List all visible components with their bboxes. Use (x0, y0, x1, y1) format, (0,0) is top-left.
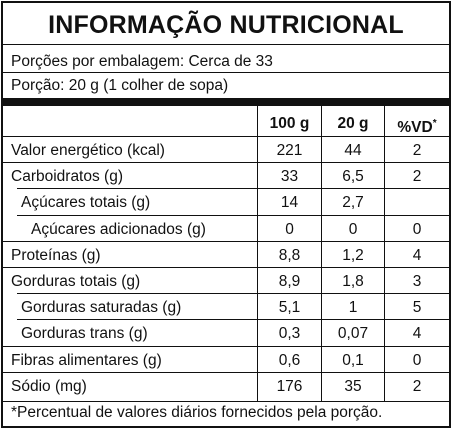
nutrient-name: Açúcares totais (g) (21, 194, 151, 211)
value-100g: 5,1 (278, 299, 301, 316)
value-100g: 0,6 (278, 352, 301, 369)
nutrient-name: Gorduras totais (g) (11, 273, 141, 290)
serving-size: Porção: 20 g (1 colher de sopa) (11, 77, 229, 94)
value-20g: 6,5 (342, 168, 364, 185)
table-row: Gorduras totais (g) 8,9 1,8 3 (3, 268, 449, 294)
value-vd: 4 (412, 325, 422, 342)
header-vd: %VD* (385, 110, 449, 136)
value-vd: 3 (412, 273, 422, 290)
table-row: Gorduras saturadas (g) 5,1 1 5 (3, 294, 449, 320)
value-vd: 0 (412, 352, 422, 369)
footer-divider (3, 401, 449, 402)
value-100g: 33 (280, 168, 299, 185)
header-20g: 20 g (337, 115, 369, 132)
label-title: INFORMAÇÃO NUTRICIONAL (48, 11, 404, 39)
value-20g: 1,2 (342, 247, 364, 264)
value-vd: 5 (412, 299, 422, 316)
table-row: Fibras alimentares (g) 0,6 0,1 0 (3, 347, 449, 373)
title-divider (3, 44, 449, 45)
row-divider (3, 372, 449, 373)
value-20g: 0,1 (342, 352, 364, 369)
table-row: Gorduras trans (g) 0,3 0,07 4 (3, 320, 449, 346)
row-divider (17, 319, 449, 320)
row-divider (3, 346, 449, 347)
value-20g: 0,07 (337, 325, 369, 342)
column-divider-20g (321, 106, 322, 401)
nutrition-facts-label: INFORMAÇÃO NUTRICIONAL Porções por embal… (1, 1, 451, 428)
footnote: *Percentual de valores diários fornecido… (11, 404, 383, 421)
header-vd-text: %VD (397, 119, 433, 136)
row-divider (17, 215, 449, 216)
value-100g: 176 (276, 378, 303, 395)
value-vd (385, 189, 449, 215)
nutrient-name: Valor energético (kcal) (11, 142, 165, 159)
value-20g: 1 (348, 299, 358, 316)
value-100g: 221 (276, 142, 303, 159)
table-row: Sódio (mg) 176 35 2 (3, 373, 449, 399)
nutrient-name: Açúcares adicionados (g) (31, 221, 206, 238)
value-vd: 0 (412, 221, 422, 238)
value-vd: 2 (412, 168, 422, 185)
value-20g: 0 (348, 221, 358, 238)
nutrient-name: Gorduras saturadas (g) (21, 299, 182, 316)
row-divider (17, 293, 449, 294)
row-divider (3, 241, 449, 242)
table-header-row: 100 g 20 g %VD* (3, 110, 449, 136)
value-100g: 14 (280, 194, 299, 211)
servings-per-package: Porções por embalagem: Cerca de 33 (11, 53, 273, 70)
thick-divider (3, 98, 449, 106)
value-vd: 2 (412, 378, 422, 395)
nutrient-name: Carboidratos (g) (11, 168, 123, 185)
row-divider (17, 188, 449, 189)
table-row: Açúcares adicionados (g) 0 0 0 (3, 216, 449, 242)
value-20g: 35 (344, 378, 362, 395)
value-vd: 2 (412, 142, 422, 159)
table-row: Açúcares totais (g) 14 2,7 (3, 189, 449, 215)
column-divider-vd (384, 106, 385, 401)
header-vd-mark: * (432, 118, 437, 129)
column-divider-100g (257, 106, 258, 401)
value-100g: 0,3 (278, 325, 301, 342)
value-100g: 0 (285, 221, 294, 238)
value-100g: 8,8 (278, 247, 301, 264)
table-row: Carboidratos (g) 33 6,5 2 (3, 163, 449, 189)
value-vd: 4 (412, 247, 422, 264)
table-row: Valor energético (kcal) 221 44 2 (3, 137, 449, 163)
nutrient-name: Gorduras trans (g) (21, 325, 148, 342)
value-20g: 44 (344, 142, 362, 159)
nutrient-name: Sódio (mg) (11, 378, 87, 395)
table-row: Proteínas (g) 8,8 1,2 4 (3, 242, 449, 268)
value-20g: 2,7 (342, 194, 364, 211)
nutrient-name: Proteínas (g) (11, 247, 101, 264)
row-divider (3, 136, 449, 137)
value-100g: 8,9 (278, 273, 301, 290)
value-20g: 1,8 (342, 273, 364, 290)
serving-divider (3, 72, 449, 73)
row-divider (3, 267, 449, 268)
header-100g: 100 g (269, 115, 310, 132)
row-divider (3, 162, 449, 163)
nutrient-name: Fibras alimentares (g) (11, 352, 162, 369)
